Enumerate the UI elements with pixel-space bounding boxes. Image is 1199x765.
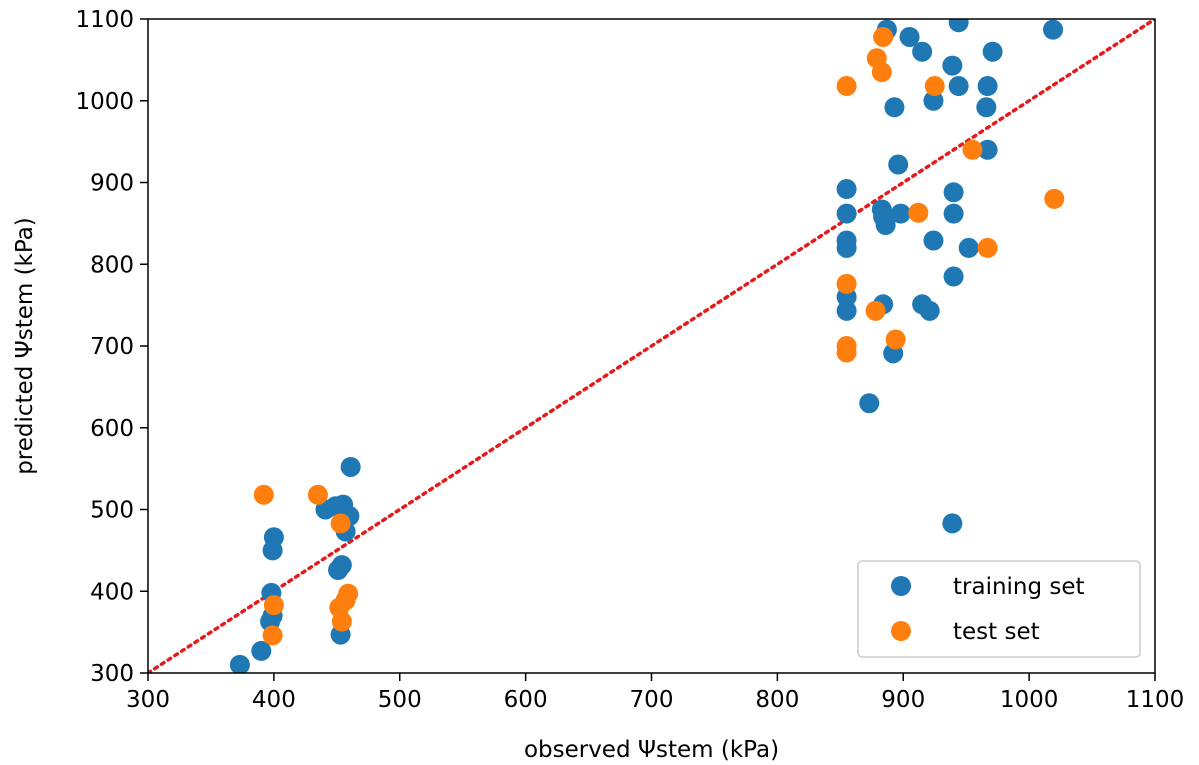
data-point <box>331 555 352 576</box>
y-tick-label: 700 <box>90 334 134 360</box>
data-point <box>948 19 969 33</box>
data-point <box>262 625 283 646</box>
data-point <box>873 26 894 47</box>
data-point <box>908 202 929 223</box>
data-point <box>836 237 857 258</box>
data-point <box>859 393 880 414</box>
data-point <box>885 329 906 350</box>
x-tick-label: 900 <box>881 687 925 713</box>
y-axis-title: predicted Ψstem (kPa) <box>12 217 38 475</box>
data-point <box>836 203 857 224</box>
data-point <box>977 139 998 160</box>
x-tick-label: 400 <box>252 687 296 713</box>
y-tick-label: 1000 <box>75 89 134 115</box>
data-point <box>871 62 892 83</box>
data-point <box>253 484 274 505</box>
data-point <box>836 273 857 294</box>
data-point <box>958 237 979 258</box>
data-point <box>890 203 911 224</box>
data-point <box>340 456 361 477</box>
x-axis: 300 400 500 600 700 800 900 1000 1100 <box>126 673 1184 713</box>
data-point <box>982 41 1003 62</box>
y-tick-label: 500 <box>90 498 134 524</box>
data-point <box>962 139 983 160</box>
x-tick-label: 1100 <box>1126 687 1185 713</box>
data-point <box>912 41 933 62</box>
y-axis: 300 400 500 600 700 800 900 1000 1100 <box>75 7 148 687</box>
y-tick-label: 900 <box>90 171 134 197</box>
data-point <box>942 513 963 534</box>
x-tick-label: 300 <box>126 687 170 713</box>
data-point <box>865 300 886 321</box>
data-point <box>836 300 857 321</box>
legend: training set test set <box>857 560 1141 658</box>
data-point <box>943 266 964 287</box>
data-point <box>836 179 857 200</box>
data-point <box>943 182 964 203</box>
y-tick-label: 800 <box>90 252 134 278</box>
x-tick-label: 600 <box>504 687 548 713</box>
data-point <box>884 97 905 118</box>
data-point <box>307 484 328 505</box>
data-point <box>943 203 964 224</box>
x-tick-label: 500 <box>378 687 422 713</box>
legend-box <box>857 560 1141 658</box>
x-tick-label: 800 <box>755 687 799 713</box>
y-tick-label: 400 <box>90 579 134 605</box>
data-point <box>875 215 896 236</box>
data-point <box>923 230 944 251</box>
data-point <box>251 640 272 661</box>
x-tick-label: 700 <box>630 687 674 713</box>
x-axis-title: observed Ψstem (kPa) <box>524 737 779 763</box>
data-point <box>836 76 857 97</box>
legend-label-training: training set <box>953 574 1085 600</box>
data-point <box>977 76 998 97</box>
data-point <box>836 342 857 363</box>
data-points <box>229 19 1065 673</box>
data-point <box>263 595 284 616</box>
data-point <box>331 611 352 632</box>
data-point <box>948 76 969 97</box>
data-point <box>977 237 998 258</box>
data-point <box>263 527 284 548</box>
data-point <box>919 300 940 321</box>
data-point <box>899 26 920 47</box>
data-point <box>923 90 944 111</box>
data-point <box>229 654 250 673</box>
legend-label-test: test set <box>953 619 1040 645</box>
data-point <box>1044 188 1065 209</box>
data-point <box>888 154 909 175</box>
data-point <box>1043 19 1064 40</box>
y-tick-label: 600 <box>90 416 134 442</box>
data-point <box>924 76 945 97</box>
data-point <box>330 513 351 534</box>
data-point <box>338 583 359 604</box>
x-tick-label: 1000 <box>1000 687 1059 713</box>
reference-line <box>148 19 1155 673</box>
data-point <box>976 97 997 118</box>
y-tick-label: 1100 <box>75 7 134 33</box>
legend-marker-test <box>891 621 911 641</box>
y-tick-label: 300 <box>90 661 134 687</box>
data-point <box>942 55 963 76</box>
legend-marker-training <box>891 576 911 596</box>
series-test-set <box>253 26 1065 646</box>
